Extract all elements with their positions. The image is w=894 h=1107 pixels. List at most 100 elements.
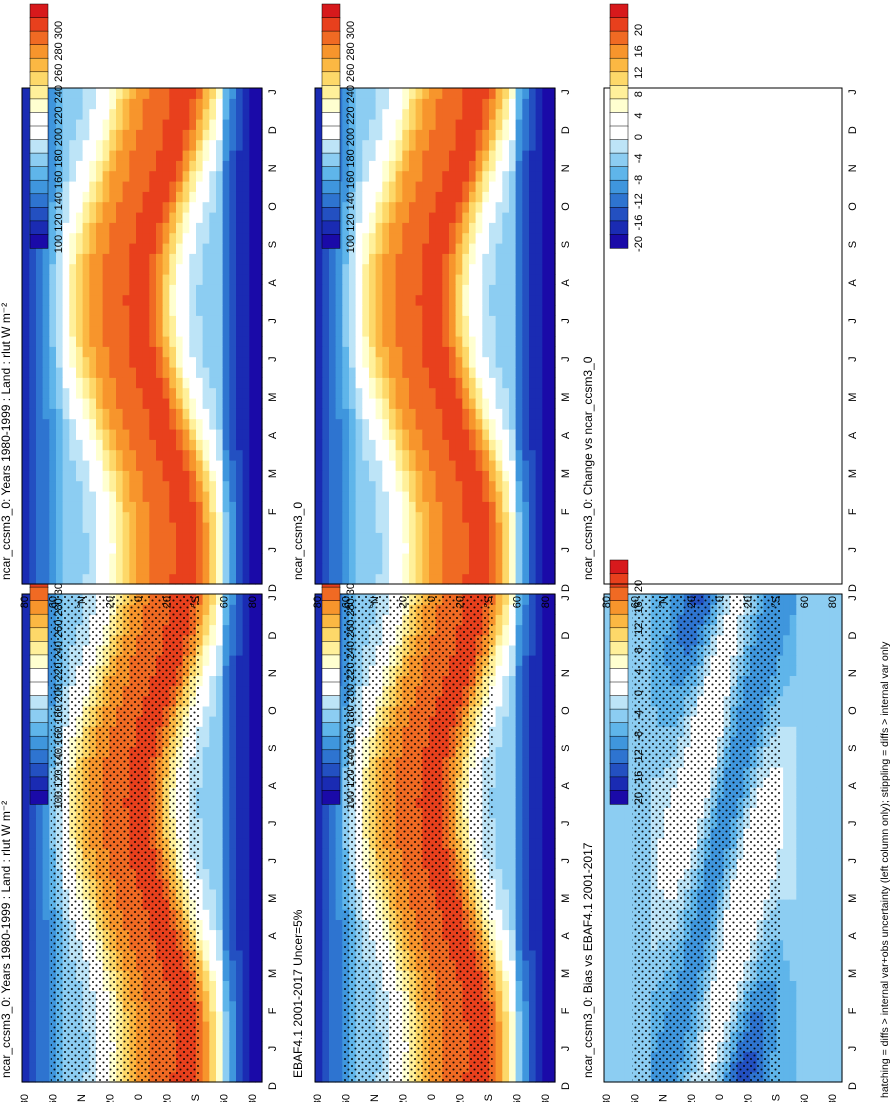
heatmap-cell <box>508 797 516 809</box>
heatmap-cell <box>148 356 156 368</box>
heatmap-cell <box>215 460 223 471</box>
heatmap-cell <box>62 460 70 471</box>
heatmap-cell <box>222 191 230 203</box>
heatmap-cell <box>202 460 210 471</box>
heatmap-cell <box>528 949 536 961</box>
colorbar-label: 180 <box>53 149 65 167</box>
heatmap-cell <box>548 980 556 992</box>
heatmap-cell <box>215 899 223 910</box>
heatmap-cell <box>501 909 509 920</box>
heatmap-cell <box>155 88 163 99</box>
heatmap-cell <box>255 263 263 275</box>
heatmap-cell <box>195 294 203 306</box>
heatmap-cell <box>208 377 216 389</box>
heatmap-cell <box>95 88 103 99</box>
heatmap-cell <box>102 377 110 389</box>
heatmap-cell <box>108 160 116 172</box>
heatmap-cell <box>82 563 90 575</box>
heatmap-cell <box>88 284 96 296</box>
heatmap-cell <box>528 726 536 737</box>
heatmap-cell <box>82 243 90 254</box>
heatmap-cell <box>55 305 63 316</box>
heatmap-cell <box>128 439 136 451</box>
heatmap-cell <box>128 253 136 265</box>
heatmap-cell <box>168 253 176 265</box>
heatmap-cell <box>115 108 123 120</box>
heatmap-cell <box>168 356 176 368</box>
heatmap-cell <box>95 284 103 296</box>
heatmap-cell <box>541 1031 549 1042</box>
heatmap-cell <box>108 201 116 213</box>
heatmap-cell <box>28 827 36 839</box>
heatmap-cell <box>175 460 183 471</box>
heatmap-cell <box>548 807 556 819</box>
heatmap-cell <box>48 201 56 213</box>
heatmap-cell <box>235 387 243 399</box>
heatmap-cell <box>48 553 56 564</box>
heatmap-cell <box>48 212 56 223</box>
heatmap-cell <box>102 243 110 254</box>
heatmap-cell <box>182 129 190 141</box>
heatmap-cell <box>242 263 250 275</box>
heatmap-cell <box>235 263 243 275</box>
heatmap-cell <box>208 624 216 636</box>
heatmap-cell <box>115 325 123 337</box>
x-tick-label: A <box>267 431 279 439</box>
heatmap-cell <box>215 160 223 172</box>
heatmap-cell <box>102 129 110 141</box>
heatmap-cell <box>62 439 70 451</box>
heatmap-cell <box>248 665 256 676</box>
heatmap-cell <box>48 346 56 358</box>
heatmap-cell <box>188 470 196 482</box>
heatmap-cell <box>128 88 136 99</box>
heatmap-cell <box>35 573 43 585</box>
colorbar-swatch <box>29 654 49 670</box>
heatmap-cell <box>108 119 116 130</box>
heatmap-cell <box>75 243 83 254</box>
heatmap-cell <box>68 212 76 223</box>
heatmap-cell <box>155 377 163 389</box>
heatmap-cell <box>235 634 243 646</box>
heatmap-cell <box>242 387 250 399</box>
heatmap-cell <box>22 990 30 1002</box>
heatmap-cell <box>168 232 176 244</box>
heatmap-cell <box>208 716 216 727</box>
heatmap-cell <box>208 232 216 244</box>
heatmap-cell <box>255 387 263 399</box>
heatmap-cell <box>495 624 503 636</box>
heatmap-cell <box>48 98 56 110</box>
heatmap-cell <box>515 1000 523 1012</box>
heatmap-cell <box>501 1010 509 1022</box>
heatmap-cell <box>215 119 223 130</box>
heatmap-cell <box>168 284 176 296</box>
heatmap-cell <box>62 563 70 575</box>
heatmap-cell <box>235 294 243 306</box>
heatmap-cell <box>202 150 210 161</box>
heatmap-cell <box>155 408 163 420</box>
x-tick-label: S <box>267 241 279 248</box>
heatmap-cell <box>75 170 83 182</box>
heatmap-cell <box>541 736 549 748</box>
heatmap-cell <box>68 232 76 244</box>
heatmap-cell <box>242 726 250 737</box>
heatmap-cell <box>175 501 183 513</box>
heatmap-cell <box>142 346 150 358</box>
heatmap-cell <box>228 624 236 636</box>
heatmap-cell <box>128 160 136 172</box>
heatmap-cell <box>235 919 243 931</box>
heatmap-cell <box>255 980 263 992</box>
heatmap-cell <box>228 88 236 99</box>
heatmap-cell <box>202 263 210 275</box>
heatmap-cell <box>188 491 196 502</box>
heatmap-cell <box>155 150 163 161</box>
heatmap-cell <box>95 232 103 244</box>
heatmap-cell <box>75 511 83 523</box>
heatmap-cell <box>228 675 236 687</box>
heatmap-cell <box>82 232 90 244</box>
heatmap-cell <box>242 614 250 626</box>
heatmap-cell <box>535 685 543 697</box>
heatmap-cell <box>55 98 63 110</box>
heatmap-cell <box>548 848 556 859</box>
heatmap-cell <box>188 212 196 223</box>
heatmap-cell <box>55 284 63 296</box>
